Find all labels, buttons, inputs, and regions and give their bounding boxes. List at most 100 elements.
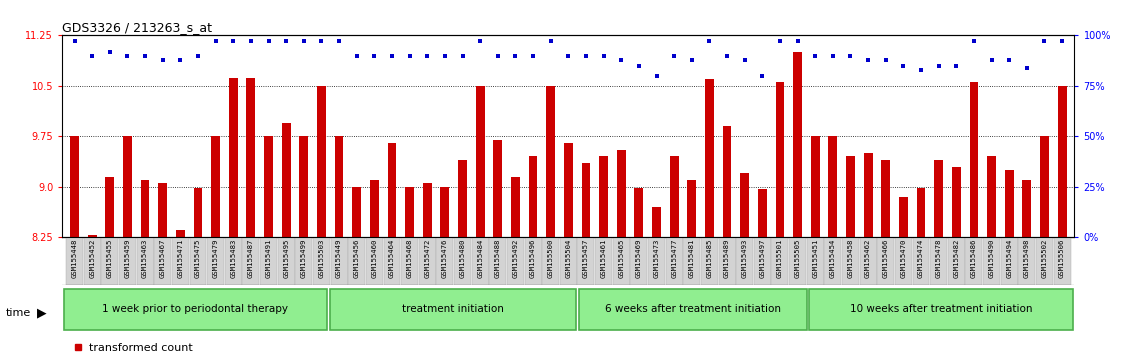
Bar — [247, 78, 256, 237]
Text: GSM155493: GSM155493 — [742, 239, 748, 278]
Bar — [300, 136, 309, 237]
Text: GSM155491: GSM155491 — [266, 239, 271, 278]
Bar — [472, 237, 489, 285]
Bar — [934, 160, 943, 237]
Bar — [507, 237, 524, 285]
Bar — [913, 237, 930, 285]
Text: GSM155479: GSM155479 — [213, 239, 218, 278]
Bar — [648, 237, 665, 285]
Text: GSM155482: GSM155482 — [953, 239, 959, 278]
Bar — [172, 237, 189, 285]
Text: GSM155485: GSM155485 — [707, 239, 713, 278]
Bar — [66, 237, 83, 285]
Bar — [383, 237, 400, 285]
Bar — [806, 237, 823, 285]
Bar — [225, 237, 242, 285]
Bar — [969, 82, 978, 237]
Text: GSM155461: GSM155461 — [601, 239, 606, 278]
Text: GSM155501: GSM155501 — [777, 239, 783, 278]
Bar — [560, 237, 577, 285]
Bar — [352, 187, 361, 237]
Text: GSM155488: GSM155488 — [494, 239, 501, 278]
Text: GSM155467: GSM155467 — [159, 239, 166, 278]
Bar — [228, 78, 238, 237]
Text: GSM155460: GSM155460 — [371, 239, 378, 278]
Bar — [295, 237, 312, 285]
Bar — [581, 163, 590, 237]
Bar — [1004, 170, 1013, 237]
Bar — [718, 237, 735, 285]
Bar — [140, 180, 149, 237]
Bar — [546, 86, 555, 237]
Bar — [211, 136, 221, 237]
Text: 6 weeks after treatment initiation: 6 weeks after treatment initiation — [605, 304, 780, 314]
Text: GSM155464: GSM155464 — [389, 239, 395, 278]
Bar — [365, 237, 382, 285]
Bar — [683, 237, 700, 285]
Text: GSM155455: GSM155455 — [106, 239, 113, 278]
Bar — [653, 207, 661, 237]
Bar — [317, 86, 326, 237]
Text: GSM155500: GSM155500 — [547, 239, 554, 278]
Text: GSM155476: GSM155476 — [442, 239, 448, 278]
Text: GSM155459: GSM155459 — [124, 239, 130, 278]
Text: GSM155468: GSM155468 — [407, 239, 413, 278]
Text: GSM155471: GSM155471 — [178, 239, 183, 278]
Bar — [1036, 237, 1053, 285]
Bar — [948, 237, 965, 285]
Bar — [418, 237, 435, 285]
Bar — [493, 140, 502, 237]
Bar — [789, 237, 806, 285]
Bar — [105, 177, 114, 237]
FancyBboxPatch shape — [810, 289, 1073, 331]
Bar — [736, 237, 753, 285]
Text: GSM155474: GSM155474 — [918, 239, 924, 278]
Bar — [916, 188, 925, 237]
Bar — [278, 237, 295, 285]
Bar — [158, 183, 167, 237]
Bar — [771, 237, 788, 285]
Text: GSM155463: GSM155463 — [143, 239, 148, 278]
Bar — [846, 156, 855, 237]
Bar — [1041, 136, 1048, 237]
Bar — [860, 237, 877, 285]
Bar — [595, 237, 612, 285]
Text: GDS3326 / 213263_s_at: GDS3326 / 213263_s_at — [62, 21, 213, 34]
Bar — [440, 187, 449, 237]
Text: GSM155448: GSM155448 — [71, 239, 78, 278]
Bar — [388, 143, 396, 237]
Bar — [930, 237, 947, 285]
Bar — [723, 126, 732, 237]
Text: GSM155505: GSM155505 — [795, 239, 801, 278]
Bar — [616, 150, 625, 237]
Bar — [705, 79, 714, 237]
Text: GSM155480: GSM155480 — [459, 239, 466, 278]
Text: GSM155451: GSM155451 — [812, 239, 818, 278]
Bar — [1022, 180, 1031, 237]
Text: GSM155456: GSM155456 — [354, 239, 360, 278]
Bar — [811, 136, 820, 237]
Bar — [282, 123, 291, 237]
Bar — [1018, 237, 1035, 285]
Bar — [137, 237, 154, 285]
Text: GSM155475: GSM155475 — [195, 239, 201, 278]
Text: GSM155469: GSM155469 — [636, 239, 642, 278]
Bar — [542, 237, 559, 285]
Bar — [330, 237, 347, 285]
Bar — [176, 230, 184, 237]
Bar — [741, 173, 749, 237]
Text: GSM155449: GSM155449 — [336, 239, 342, 278]
Text: ▶: ▶ — [37, 307, 48, 320]
Bar — [348, 237, 365, 285]
Bar — [578, 237, 595, 285]
Bar — [966, 237, 983, 285]
Bar — [688, 180, 697, 237]
Bar — [402, 237, 418, 285]
Bar — [242, 237, 259, 285]
Bar — [370, 180, 379, 237]
Bar — [564, 143, 572, 237]
Bar — [987, 156, 996, 237]
Bar — [88, 235, 96, 237]
Text: GSM155498: GSM155498 — [1024, 239, 1030, 278]
Bar — [528, 156, 537, 237]
